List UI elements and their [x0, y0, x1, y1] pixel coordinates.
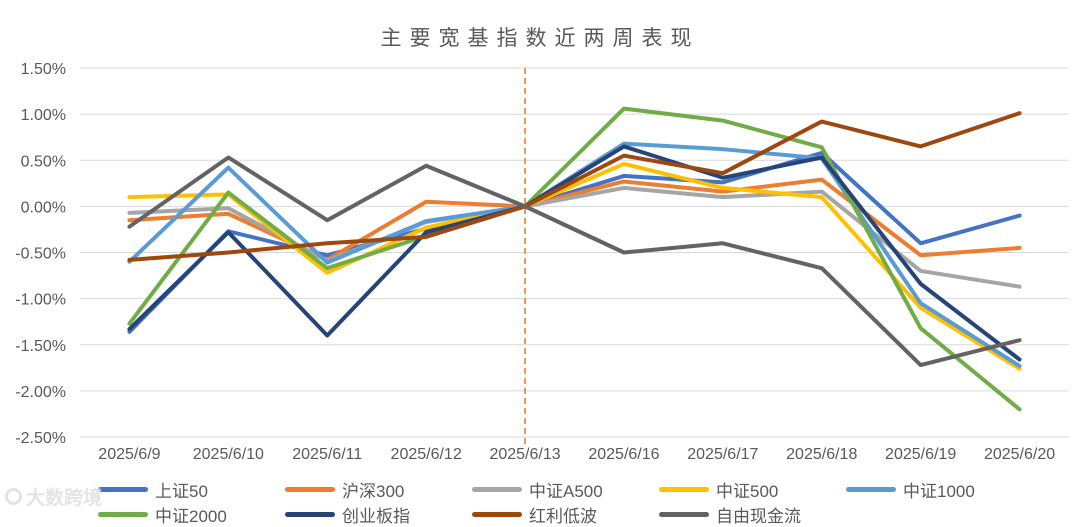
legend-label: 中证1000: [903, 482, 975, 501]
legend-label: 红利低波: [529, 507, 597, 526]
y-axis-tick-label: 1.00%: [21, 107, 66, 124]
series-line: [127, 106, 1022, 412]
watermark: 大数跨境: [5, 483, 102, 510]
series-line: [127, 111, 1022, 262]
legend-line-swatch-icon: [659, 487, 709, 492]
legend-line-swatch-icon: [472, 487, 522, 492]
x-axis-tick-label: 2025/6/18: [786, 446, 857, 463]
series-line: [127, 150, 1022, 334]
chart-title: 主要宽基指数近两周表现: [380, 27, 700, 50]
y-axis-tick-label: -2.50%: [15, 430, 66, 447]
legend-item: 上证50: [98, 477, 285, 502]
y-axis-tick-label: 0.00%: [21, 199, 66, 216]
legend-item: 沪深300: [285, 477, 472, 502]
watermark-ring-icon: [5, 488, 22, 505]
chart-legend: 上证50 沪深300 中证A500 中证500 中证1000 中证2000 创业板指 红利低波…: [98, 477, 1058, 527]
x-axis-tick-label: 2025/6/17: [687, 446, 758, 463]
legend-item: 自由现金流: [659, 502, 846, 527]
legend-label: 中证500: [716, 482, 779, 501]
legend-label: 中证A500: [529, 482, 603, 501]
x-axis-tick-label: 2025/6/9: [98, 446, 160, 463]
y-axis-tick-label: 0.50%: [21, 153, 66, 170]
legend-line-swatch-icon: [285, 512, 335, 517]
watermark-label: 大数跨境: [26, 488, 103, 509]
legend-item: 中证500: [659, 477, 846, 502]
series-line: [127, 161, 1022, 371]
legend-line-swatch-icon: [472, 512, 522, 517]
legend-item: 中证1000: [846, 477, 1033, 502]
x-axis-tick-label: 2025/6/13: [489, 446, 560, 463]
y-axis-tick-label: -1.50%: [15, 338, 66, 355]
legend-line-swatch-icon: [98, 487, 148, 492]
x-axis-tick-label: 2025/6/19: [885, 446, 956, 463]
legend-line-swatch-icon: [285, 487, 335, 492]
x-axis-tick-label: 2025/6/11: [292, 446, 362, 463]
line-chart: 1.50% 1.00% 0.50% 0.00% -0.50% -1.00% -1.50% -2…: [15, 61, 1069, 463]
legend-line-swatch-icon: [98, 512, 148, 517]
legend-label: 上证50: [155, 482, 208, 501]
y-axis-tick-label: -1.00%: [15, 292, 66, 309]
series-line: [127, 144, 1022, 362]
legend-label: 中证2000: [155, 507, 227, 526]
x-axis-tick-label: 2025/6/16: [588, 446, 659, 463]
x-axis-tick-label: 2025/6/20: [984, 446, 1055, 463]
y-axis-tick-label: 1.50%: [21, 61, 66, 78]
legend-line-swatch-icon: [659, 512, 709, 517]
legend-item: 中证2000: [98, 502, 285, 527]
x-axis-tick-label: 2025/6/12: [391, 446, 462, 463]
legend-item: 中证A500: [472, 477, 659, 502]
legend-item: 红利低波: [472, 502, 659, 527]
y-axis-tick-label: -0.50%: [15, 246, 66, 263]
legend-label: 自由现金流: [716, 507, 801, 526]
legend-label: 创业板指: [342, 507, 410, 526]
legend-label: 沪深300: [342, 482, 405, 501]
legend-item: 创业板指: [285, 502, 472, 527]
legend-line-swatch-icon: [846, 487, 896, 492]
series-line: [127, 155, 1022, 368]
y-axis-tick-label: -2.00%: [15, 384, 66, 401]
x-axis-tick-label: 2025/6/10: [193, 446, 264, 463]
